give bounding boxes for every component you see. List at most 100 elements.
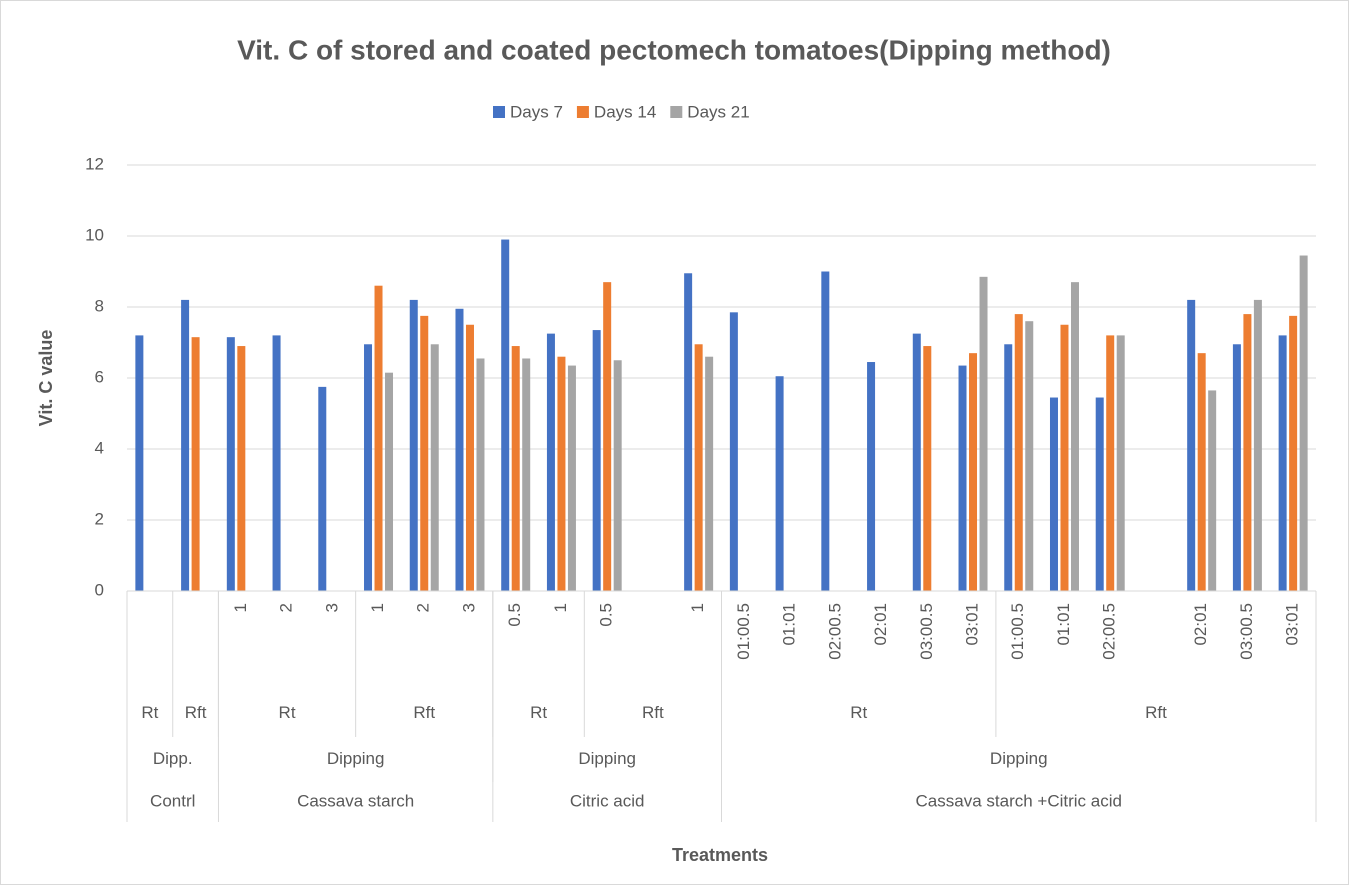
x-tick-label: 1: [368, 603, 387, 612]
x-tick-label: 03:01: [963, 603, 982, 646]
y-tick-label: 0: [95, 580, 104, 599]
category-group-label: Rft: [642, 703, 664, 722]
bar: [567, 365, 576, 591]
bar: [912, 333, 921, 591]
bar: [923, 346, 932, 591]
category-group-label: Rft: [185, 703, 207, 722]
x-tick-label: 02:00.5: [1100, 603, 1119, 660]
bar: [237, 346, 246, 591]
x-axis-title: Treatments: [672, 845, 768, 865]
bar: [1243, 314, 1252, 591]
chart-title: Vit. C of stored and coated pectomech to…: [237, 34, 1111, 65]
legend-swatch: [493, 106, 505, 118]
x-tick-label: 3: [322, 603, 341, 612]
category-group-label: Rt: [850, 703, 867, 722]
y-tick-label: 6: [95, 367, 104, 386]
bar: [1004, 344, 1013, 591]
x-tick-label: 3: [459, 603, 478, 612]
bar: [1208, 390, 1217, 591]
bar: [1187, 299, 1196, 591]
y-tick-label: 2: [95, 509, 104, 528]
x-tick-label: 0.5: [597, 603, 616, 627]
bar: [729, 312, 738, 591]
x-tick-label: 02:00.5: [825, 603, 844, 660]
legend-swatch: [670, 106, 683, 118]
bar: [1095, 397, 1104, 591]
bar: [272, 335, 281, 591]
bar: [191, 337, 200, 591]
bar: [465, 324, 474, 591]
y-axis-title: Vit. C value: [36, 330, 56, 427]
x-tick-label: 01:00.5: [734, 603, 753, 660]
bar: [1116, 335, 1125, 591]
x-tick-label: 03:01: [1283, 603, 1302, 646]
bar: [476, 358, 485, 591]
bar: [1278, 335, 1287, 591]
bar: [226, 337, 235, 591]
category-group-label: Contrl: [150, 791, 195, 810]
legend-swatch: [576, 106, 589, 118]
bar: [684, 273, 693, 591]
bar: [1025, 321, 1034, 591]
bar: [455, 308, 464, 591]
x-tick-label: 0.5: [505, 603, 524, 627]
bar: [409, 299, 418, 591]
bar: [592, 330, 601, 591]
x-tick-label: 1: [231, 603, 250, 612]
bar: [135, 335, 144, 591]
category-group-label: Rft: [413, 703, 435, 722]
bar: [1232, 344, 1241, 591]
bar: [958, 365, 967, 591]
bar: [374, 285, 383, 591]
x-tick-label: 02:01: [871, 603, 890, 646]
y-tick-label: 8: [95, 296, 104, 315]
bar: [969, 353, 978, 591]
bar: [867, 362, 876, 591]
bar: [1014, 314, 1023, 591]
category-group-label: Cassava starch +Citric acid: [916, 791, 1122, 810]
bar: [1197, 353, 1206, 591]
category-group-label: Dipping: [990, 749, 1048, 768]
bar: [511, 346, 520, 591]
category-group-label: Rft: [1145, 703, 1167, 722]
x-tick-label: 02:01: [1191, 603, 1210, 646]
x-tick-label: 03:00.5: [1237, 603, 1256, 660]
bar: [1253, 299, 1262, 591]
y-tick-label: 4: [95, 438, 104, 457]
x-tick-label: 1: [551, 603, 570, 612]
y-tick-label: 12: [85, 154, 104, 173]
bar: [1289, 315, 1298, 591]
x-tick-label: 2: [414, 603, 433, 612]
category-group-label: Rt: [141, 703, 158, 722]
bar: [318, 386, 327, 591]
x-tick-label: 01:01: [780, 603, 799, 646]
bar: [1106, 335, 1115, 591]
y-tick-label: 10: [85, 225, 104, 244]
bar: [1060, 324, 1069, 591]
legend-label: Days 21: [687, 102, 749, 121]
bar: [694, 344, 703, 591]
category-group-label: Rt: [530, 703, 547, 722]
x-tick-label: 01:00.5: [1008, 603, 1027, 660]
bar: [522, 358, 531, 591]
category-group-label: Cassava starch: [297, 791, 414, 810]
category-group-label: Rt: [279, 703, 296, 722]
bar: [501, 239, 510, 592]
bar: [364, 344, 373, 591]
bar: [705, 356, 714, 591]
bar: [775, 376, 784, 591]
bar: [546, 333, 555, 591]
bar: [181, 299, 190, 591]
bar: [1299, 255, 1308, 591]
bar: [603, 282, 612, 591]
bar: [430, 344, 439, 591]
x-tick-label: 2: [277, 603, 296, 612]
category-group-label: Dipping: [578, 749, 636, 768]
legend-label: Days 14: [594, 102, 656, 121]
x-tick-label: 1: [688, 603, 707, 612]
bar: [1070, 282, 1079, 591]
bar: [613, 360, 622, 591]
bar: [385, 372, 394, 591]
